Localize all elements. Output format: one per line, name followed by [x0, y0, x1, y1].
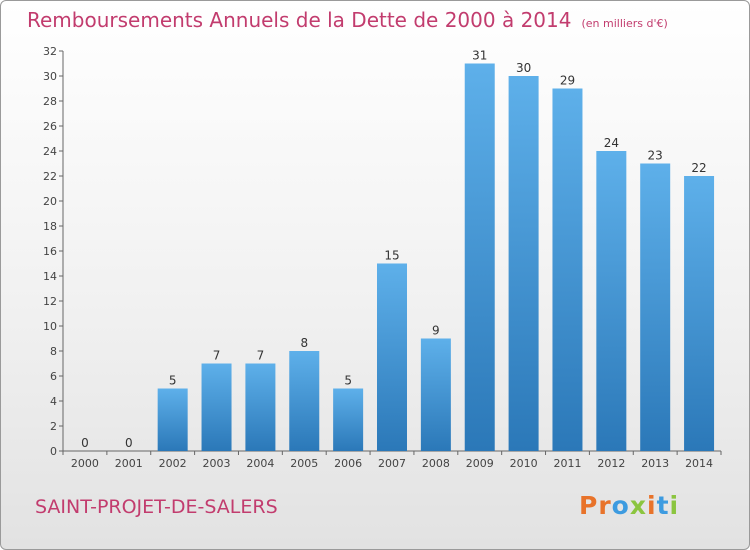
y-tick-label: 0 — [50, 445, 57, 458]
logo-letter: r — [598, 491, 612, 520]
bar — [157, 388, 188, 451]
bar — [508, 76, 539, 451]
data-label: 31 — [472, 49, 487, 63]
x-tick-label: 2012 — [597, 457, 625, 470]
logo-letter: i — [669, 491, 680, 520]
y-tick-label: 2 — [50, 420, 57, 433]
y-tick-label: 22 — [43, 170, 57, 183]
data-label: 0 — [125, 436, 133, 450]
bar — [684, 176, 715, 451]
y-tick-label: 12 — [43, 295, 57, 308]
data-label: 22 — [691, 161, 706, 175]
x-tick-label: 2010 — [510, 457, 538, 470]
bar — [464, 63, 495, 451]
data-label: 29 — [560, 74, 575, 88]
bar — [333, 388, 364, 451]
x-tick-label: 2013 — [641, 457, 669, 470]
logo-letter: i — [647, 491, 657, 520]
data-label: 15 — [384, 249, 399, 263]
data-label: 8 — [300, 336, 308, 350]
y-tick-label: 10 — [43, 320, 57, 333]
logo-letter: P — [579, 491, 599, 520]
x-tick-label: 2002 — [159, 457, 187, 470]
x-tick-label: 2009 — [466, 457, 494, 470]
y-tick-label: 8 — [50, 345, 57, 358]
chart-bars — [157, 63, 715, 451]
bar — [596, 151, 627, 451]
y-tick-label: 14 — [43, 270, 57, 283]
bar — [552, 88, 583, 451]
x-tick-label: 2006 — [334, 457, 362, 470]
data-label: 5 — [344, 374, 352, 388]
data-label: 30 — [516, 61, 531, 75]
data-label: 5 — [169, 374, 177, 388]
x-tick-label: 2003 — [203, 457, 231, 470]
x-tick-label: 2004 — [246, 457, 274, 470]
bar — [289, 351, 320, 451]
logo-letter: t — [656, 491, 670, 520]
data-label: 24 — [604, 136, 619, 150]
y-tick-label: 16 — [43, 245, 57, 258]
bar — [420, 338, 451, 451]
y-tick-label: 20 — [43, 195, 57, 208]
y-tick-label: 6 — [50, 370, 57, 383]
chart-title-text: Remboursements Annuels de la Dette de 20… — [27, 8, 572, 32]
x-tick-label: 2011 — [553, 457, 581, 470]
x-tick-label: 2005 — [290, 457, 318, 470]
x-tick-label: 2000 — [71, 457, 99, 470]
chart-labels: 0 0 5 7 7 8 5 15 9 31 30 29 24 23 22 — [81, 49, 707, 451]
data-label: 23 — [648, 149, 663, 163]
bar — [640, 163, 671, 451]
x-tick-label: 2007 — [378, 457, 406, 470]
y-tick-label: 24 — [43, 145, 57, 158]
data-label: 7 — [257, 349, 265, 363]
y-tick-label: 18 — [43, 220, 57, 233]
y-tick-label: 32 — [43, 45, 57, 58]
commune-name: SAINT-PROJET-DE-SALERS — [35, 496, 278, 518]
x-tick-label: 2001 — [115, 457, 143, 470]
y-tick-label: 26 — [43, 120, 57, 133]
x-tick-label: 2014 — [685, 457, 713, 470]
x-tick-label: 2008 — [422, 457, 450, 470]
proxiti-logo: Proxiti — [579, 491, 679, 520]
logo-letter: x — [629, 491, 647, 520]
logo-letter: o — [611, 491, 630, 520]
bar — [201, 363, 232, 451]
chart-unit: (en milliers d'€) — [581, 17, 668, 30]
data-label: 7 — [213, 349, 221, 363]
bar — [245, 363, 276, 451]
y-tick-label: 4 — [50, 395, 57, 408]
data-label: 9 — [432, 324, 440, 338]
y-tick-label: 28 — [43, 95, 57, 108]
chart-title: Remboursements Annuels de la Dette de 20… — [27, 8, 668, 32]
y-tick-label: 30 — [43, 70, 57, 83]
data-label: 0 — [81, 436, 89, 450]
bar — [377, 263, 407, 451]
